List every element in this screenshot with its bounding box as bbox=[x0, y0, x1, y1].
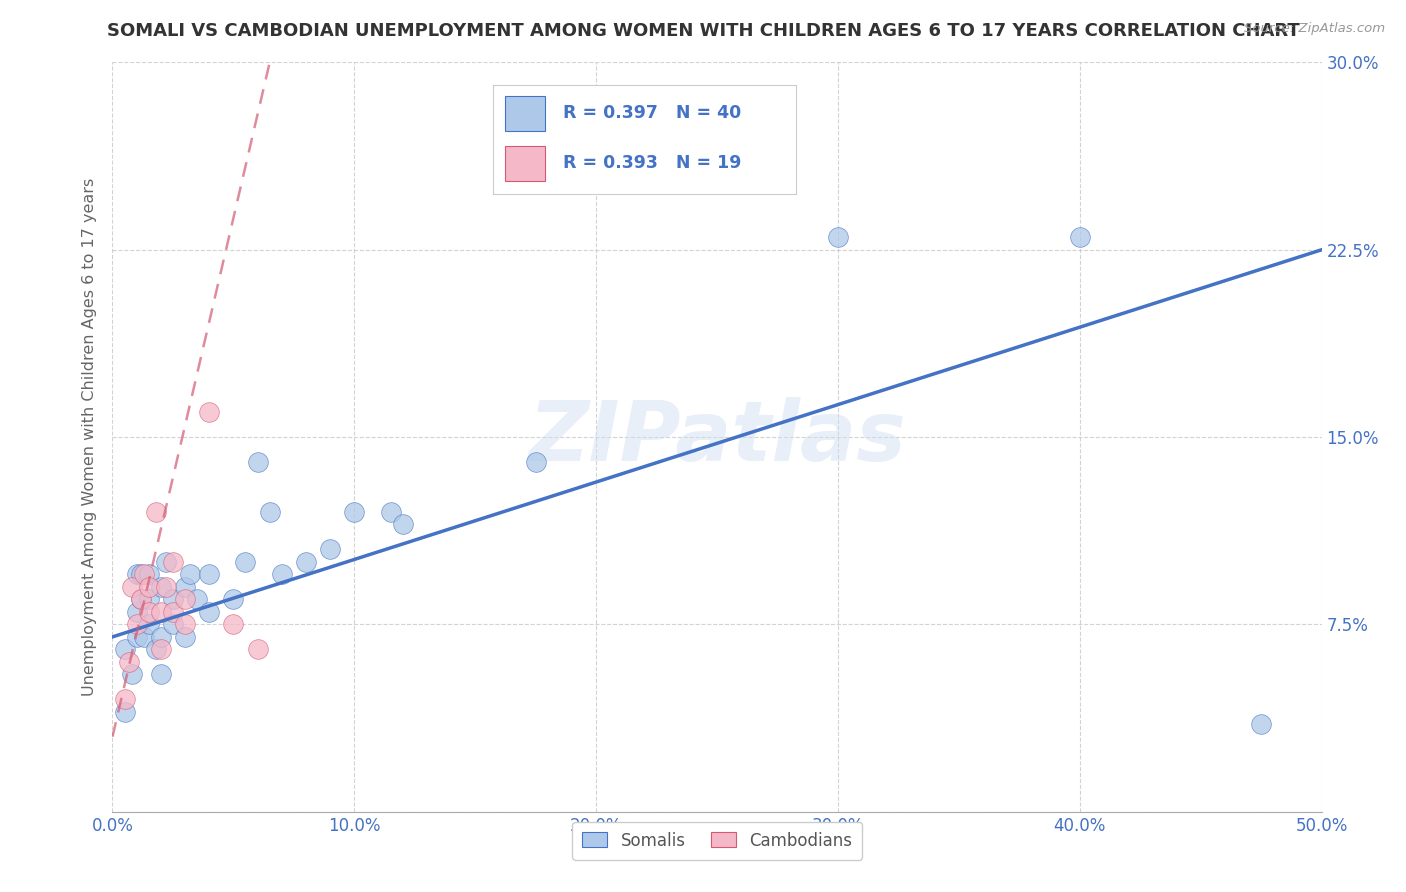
Point bbox=[114, 705, 136, 719]
Point bbox=[138, 605, 160, 619]
Point bbox=[319, 542, 342, 557]
Point bbox=[246, 455, 269, 469]
Point bbox=[198, 567, 221, 582]
Point bbox=[174, 617, 197, 632]
Point bbox=[174, 630, 197, 644]
Text: Source: ZipAtlas.com: Source: ZipAtlas.com bbox=[1244, 22, 1385, 36]
Point bbox=[149, 667, 172, 681]
Point bbox=[222, 592, 245, 607]
Point bbox=[186, 592, 208, 607]
Point bbox=[343, 505, 366, 519]
Point bbox=[131, 567, 153, 582]
Point bbox=[179, 567, 201, 582]
Point bbox=[125, 630, 148, 644]
Point bbox=[125, 567, 148, 582]
Point bbox=[114, 692, 136, 706]
Point bbox=[162, 555, 184, 569]
Point bbox=[145, 642, 167, 657]
Point bbox=[145, 505, 167, 519]
Point bbox=[149, 580, 172, 594]
Point bbox=[222, 617, 245, 632]
Text: ZIPatlas: ZIPatlas bbox=[529, 397, 905, 477]
Point bbox=[198, 605, 221, 619]
Point bbox=[131, 592, 153, 607]
Point bbox=[295, 555, 318, 569]
Point bbox=[524, 455, 547, 469]
Point bbox=[149, 642, 172, 657]
Point bbox=[118, 655, 141, 669]
Point bbox=[259, 505, 281, 519]
Point bbox=[138, 592, 160, 607]
Point bbox=[235, 555, 257, 569]
Point bbox=[138, 567, 160, 582]
Y-axis label: Unemployment Among Women with Children Ages 6 to 17 years: Unemployment Among Women with Children A… bbox=[82, 178, 97, 696]
Point bbox=[512, 155, 534, 169]
Point bbox=[270, 567, 292, 582]
Point bbox=[138, 617, 160, 632]
Point bbox=[155, 580, 177, 594]
Point bbox=[827, 230, 849, 244]
Point bbox=[149, 630, 172, 644]
Point bbox=[174, 592, 197, 607]
Point bbox=[380, 505, 402, 519]
Point bbox=[125, 617, 148, 632]
Point bbox=[155, 555, 177, 569]
Point bbox=[1250, 717, 1272, 731]
Point bbox=[114, 642, 136, 657]
Point bbox=[132, 567, 155, 582]
Point bbox=[149, 605, 172, 619]
Point bbox=[138, 580, 160, 594]
Point bbox=[1069, 230, 1091, 244]
Point bbox=[391, 517, 413, 532]
Point bbox=[121, 580, 143, 594]
Point bbox=[125, 605, 148, 619]
Point bbox=[132, 630, 155, 644]
Point bbox=[162, 617, 184, 632]
Point bbox=[162, 605, 184, 619]
Point bbox=[246, 642, 269, 657]
Point bbox=[162, 592, 184, 607]
Point bbox=[174, 580, 197, 594]
Legend: Somalis, Cambodians: Somalis, Cambodians bbox=[572, 822, 862, 860]
Point bbox=[131, 592, 153, 607]
Text: SOMALI VS CAMBODIAN UNEMPLOYMENT AMONG WOMEN WITH CHILDREN AGES 6 TO 17 YEARS CO: SOMALI VS CAMBODIAN UNEMPLOYMENT AMONG W… bbox=[107, 22, 1299, 40]
Point bbox=[198, 405, 221, 419]
Point bbox=[121, 667, 143, 681]
